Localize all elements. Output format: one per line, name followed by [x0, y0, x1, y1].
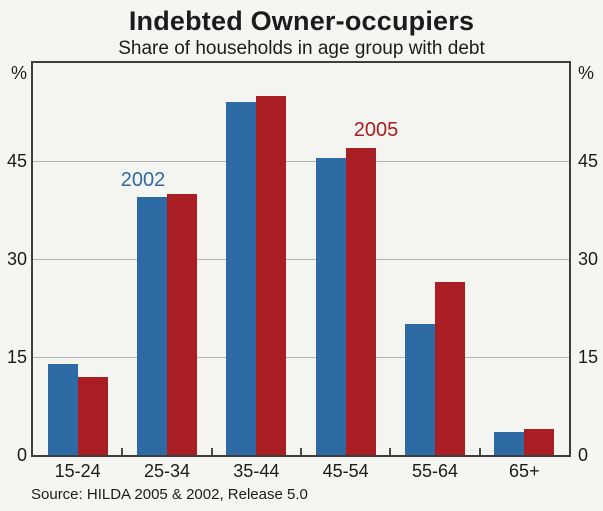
- x-tick-label-45-54: 45-54: [322, 461, 369, 481]
- series-label-2005: 2005: [353, 119, 399, 141]
- bar-2005-25-34: [167, 193, 197, 455]
- category-boundary-tick: [300, 448, 302, 455]
- chart-subtitle: Share of households in age group with de…: [118, 38, 485, 59]
- gridline-30: [33, 258, 569, 260]
- y-tick-label-left-0: 0: [16, 445, 27, 465]
- chart-title: Indebted Owner-occupiers: [128, 6, 475, 36]
- y-tick-label-right-0: 0: [578, 445, 589, 465]
- y-unit-label-right: %: [578, 63, 595, 83]
- category-boundary-tick: [210, 448, 213, 455]
- x-tick-label-35-44: 35-44: [233, 461, 280, 481]
- bar-2002-35-44: [226, 102, 257, 455]
- plot-area: [31, 61, 571, 457]
- category-boundary-tick: [478, 448, 481, 455]
- x-tick-label-15-24: 15-24: [54, 461, 101, 481]
- bar-2005-45-54: [345, 147, 376, 455]
- y-tick-label-right-30: 30: [578, 249, 599, 269]
- y-tick-label-left-30: 30: [6, 249, 27, 269]
- y-tick-label-left-45: 45: [6, 151, 27, 171]
- source-note: Source: HILDA 2005 & 2002, Release 5.0: [31, 486, 308, 503]
- bar-2005-55-64: [435, 281, 465, 455]
- bar-2002-45-54: [315, 157, 346, 455]
- gridline-45: [33, 160, 569, 162]
- x-tick-label-65+: 65+: [509, 461, 540, 481]
- bar-2002-65+: [494, 432, 525, 455]
- gridline-15: [33, 356, 569, 358]
- category-boundary-tick: [389, 448, 392, 455]
- category-boundary-tick: [121, 448, 124, 455]
- series-label-2002: 2002: [120, 169, 166, 191]
- bar-2005-65+: [524, 428, 555, 455]
- x-tick-label-25-34: 25-34: [143, 461, 191, 481]
- x-tick-label-55-64: 55-64: [411, 461, 459, 481]
- y-unit-label-left: %: [10, 63, 27, 83]
- y-tick-label-left-15: 15: [6, 347, 27, 367]
- bar-2002-25-34: [137, 196, 167, 455]
- bar-2005-35-44: [256, 95, 287, 455]
- y-tick-label-right-45: 45: [578, 151, 599, 171]
- y-tick-label-right-15: 15: [578, 347, 599, 367]
- bar-2002-55-64: [405, 324, 435, 455]
- bar-2005-15-24: [77, 376, 108, 455]
- bar-2002-15-24: [47, 363, 78, 455]
